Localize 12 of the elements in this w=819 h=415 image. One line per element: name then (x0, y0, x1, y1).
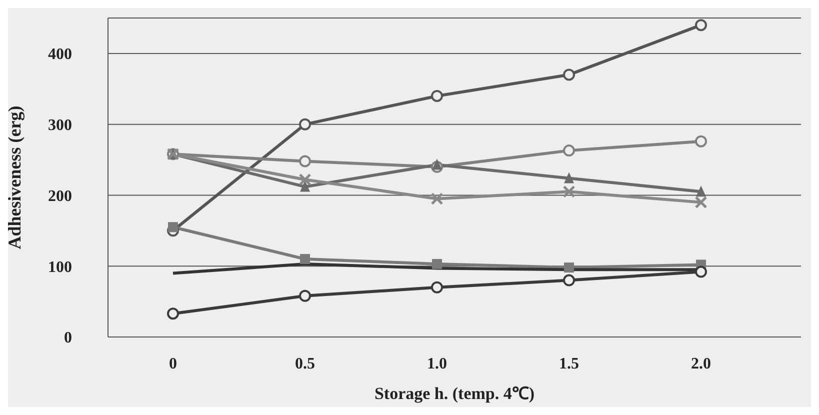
x-tick-label: 0.5 (295, 355, 315, 372)
x-tick-label: 1.0 (427, 355, 447, 372)
y-axis-title: Adhesiveness (erg) (4, 106, 24, 250)
x-tick-label: 2.0 (691, 355, 711, 372)
x-tick-label: 0 (169, 355, 177, 372)
x-axis-title: Storage h. (temp. 4℃) (374, 384, 535, 403)
y-tick-label: 100 (48, 258, 72, 276)
y-tick-label: 300 (48, 117, 72, 134)
x-tick-label: 1.5 (559, 355, 579, 372)
y-tick-label: 400 (48, 46, 72, 64)
y-tick-label: 0 (64, 330, 72, 347)
y-tick-label: 200 (48, 188, 72, 205)
